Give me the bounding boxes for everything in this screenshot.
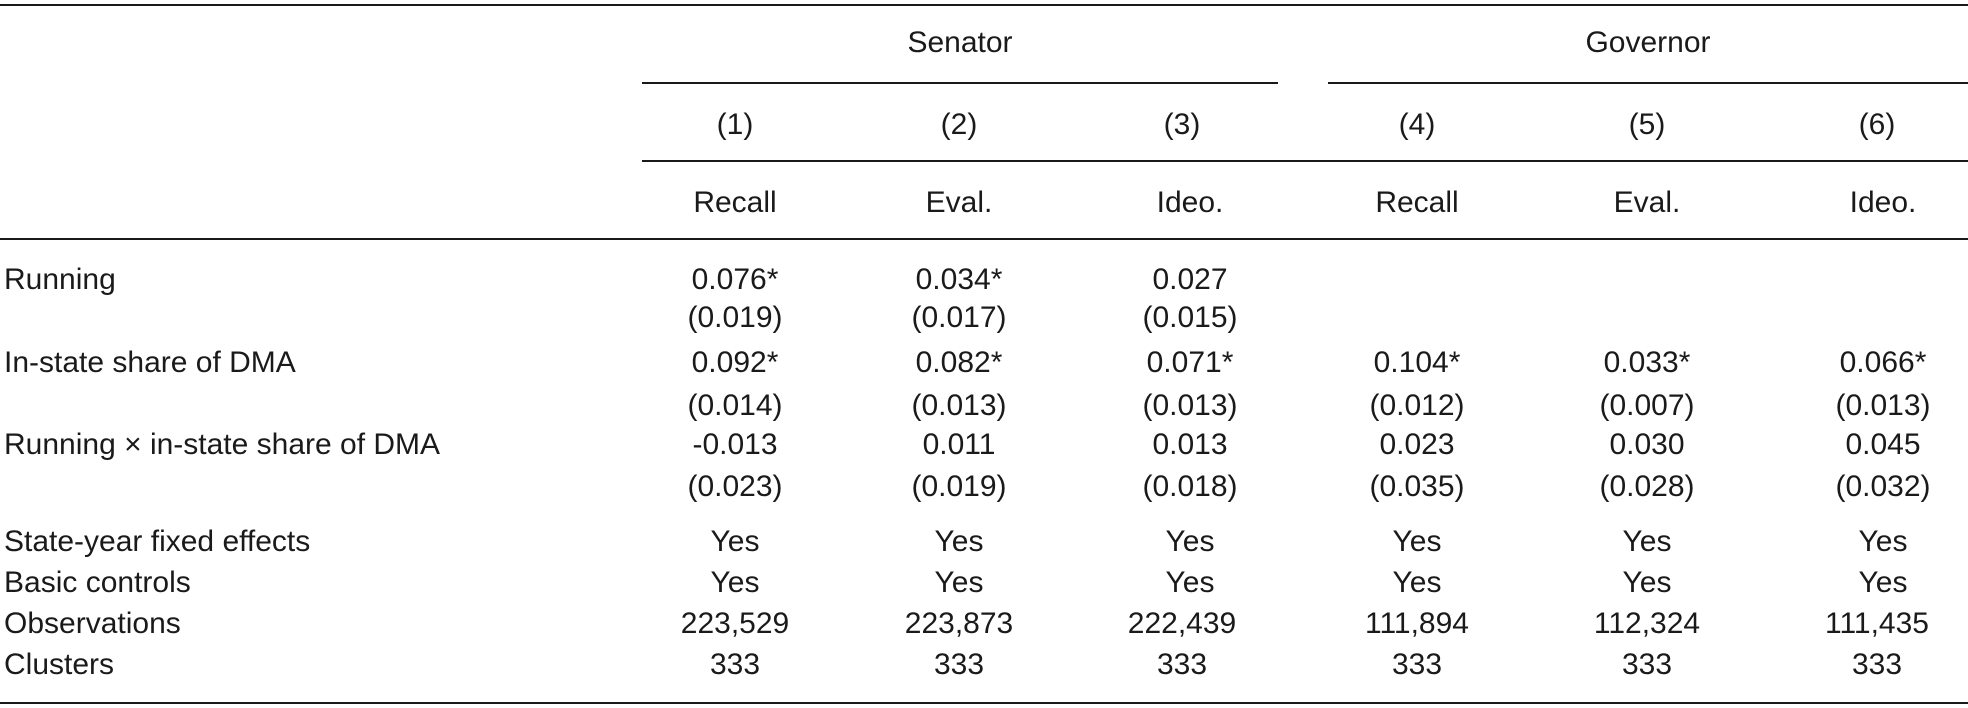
row-label-basic-controls: Basic controls: [4, 566, 191, 599]
row-label-running: Running: [4, 263, 116, 296]
column-outcome: Ideo.: [1156, 186, 1224, 219]
column-outcome: Ideo.: [1849, 186, 1917, 219]
footer-value: 333: [1851, 648, 1903, 681]
footer-value: Yes: [1622, 566, 1672, 599]
footer-value: Yes: [1165, 525, 1215, 558]
standard-error: (0.017): [911, 301, 1007, 334]
coefficient: 0.082*: [915, 346, 1003, 379]
coefficient: 0.023: [1379, 428, 1455, 461]
row-label-in-state-share: In-state share of DMA: [4, 346, 296, 379]
coefficient: 0.066*: [1839, 346, 1927, 379]
column-outcome: Recall: [1375, 186, 1459, 219]
row-label-clusters: Clusters: [4, 648, 115, 681]
standard-error: (0.013): [911, 389, 1007, 422]
column-outcome: Eval.: [925, 186, 993, 219]
footer-value: 333: [933, 648, 985, 681]
footer-value: Yes: [1165, 566, 1215, 599]
footer-value: 333: [709, 648, 761, 681]
standard-error: (0.032): [1835, 470, 1931, 503]
standard-error: (0.018): [1142, 470, 1238, 503]
footer-value: 112,324: [1593, 607, 1701, 640]
standard-error: (0.019): [687, 301, 783, 334]
coefficient: 0.030: [1609, 428, 1685, 461]
footer-value: Yes: [1392, 525, 1442, 558]
footer-value: 222,439: [1127, 607, 1237, 640]
coefficient: 0.033*: [1603, 346, 1691, 379]
column-outcome: Recall: [693, 186, 777, 219]
column-number-rule: [642, 160, 1968, 162]
coefficient: 0.045: [1845, 428, 1921, 461]
footer-value: 111,894: [1365, 607, 1469, 640]
footer-value: Yes: [1858, 566, 1908, 599]
coefficient: 0.092*: [691, 346, 779, 379]
footer-value: Yes: [1392, 566, 1442, 599]
coefficient: 0.011: [922, 428, 996, 461]
coefficient: 0.076*: [691, 263, 779, 296]
governor-rule: [1328, 82, 1968, 84]
footer-value: 333: [1621, 648, 1673, 681]
group-header-governor: Governor: [1585, 26, 1711, 59]
row-label-interaction: Running × in-state share of DMA: [4, 428, 441, 461]
column-outcome: Eval.: [1613, 186, 1681, 219]
top-rule: [0, 4, 1968, 6]
footer-value: Yes: [1858, 525, 1908, 558]
standard-error: (0.014): [687, 389, 783, 422]
coefficient: 0.027: [1152, 263, 1228, 296]
footer-value: 223,529: [680, 607, 790, 640]
row-label-state-year-fe: State-year fixed effects: [4, 525, 311, 558]
footer-value: 333: [1391, 648, 1443, 681]
standard-error: (0.023): [687, 470, 783, 503]
column-number: (4): [1398, 108, 1436, 141]
bottom-rule: [0, 702, 1968, 704]
footer-value: Yes: [710, 566, 760, 599]
standard-error: (0.007): [1599, 389, 1695, 422]
footer-value: Yes: [710, 525, 760, 558]
footer-value: Yes: [934, 566, 984, 599]
standard-error: (0.012): [1369, 389, 1465, 422]
header-bottom-rule: [0, 238, 1968, 240]
coefficient: 0.104*: [1373, 346, 1461, 379]
standard-error: (0.013): [1142, 389, 1238, 422]
footer-value: 111,435: [1825, 607, 1929, 640]
coefficient: 0.071*: [1146, 346, 1234, 379]
group-header-senator: Senator: [907, 26, 1013, 59]
column-number: (1): [716, 108, 754, 141]
column-number: (5): [1628, 108, 1666, 141]
senator-rule: [642, 82, 1278, 84]
standard-error: (0.015): [1142, 301, 1238, 334]
standard-error: (0.035): [1369, 470, 1465, 503]
coefficient: -0.013: [692, 428, 778, 461]
row-label-observations: Observations: [4, 607, 181, 640]
coefficient: 0.013: [1152, 428, 1228, 461]
standard-error: (0.019): [911, 470, 1007, 503]
standard-error: (0.028): [1599, 470, 1695, 503]
column-number: (6): [1858, 108, 1896, 141]
column-number: (2): [940, 108, 978, 141]
coefficient: 0.034*: [915, 263, 1003, 296]
footer-value: 333: [1156, 648, 1208, 681]
footer-value: 223,873: [904, 607, 1014, 640]
standard-error: (0.013): [1835, 389, 1931, 422]
column-number: (3): [1163, 108, 1201, 141]
footer-value: Yes: [934, 525, 984, 558]
footer-value: Yes: [1622, 525, 1672, 558]
